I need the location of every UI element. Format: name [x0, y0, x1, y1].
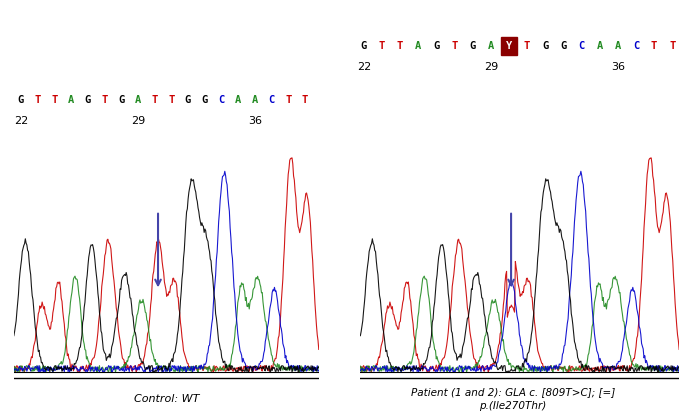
Text: A: A: [488, 41, 494, 51]
Text: G: G: [17, 95, 24, 105]
Text: T: T: [397, 41, 403, 51]
Text: Control: WT: Control: WT: [134, 394, 199, 404]
Text: T: T: [285, 95, 291, 105]
Text: T: T: [151, 95, 157, 105]
Text: G: G: [118, 95, 124, 105]
Text: G: G: [85, 95, 91, 105]
Text: T: T: [379, 41, 385, 51]
Text: A: A: [68, 95, 74, 105]
Text: C: C: [268, 95, 274, 105]
Text: A: A: [415, 41, 421, 51]
Text: T: T: [168, 95, 175, 105]
Text: A: A: [597, 41, 603, 51]
Text: A: A: [134, 95, 141, 105]
Text: 29: 29: [484, 62, 498, 72]
Text: 22: 22: [14, 116, 28, 126]
Text: G: G: [185, 95, 191, 105]
Text: T: T: [301, 95, 308, 105]
Text: T: T: [669, 41, 676, 51]
Text: G: G: [560, 41, 566, 51]
Text: T: T: [51, 95, 58, 105]
Text: G: G: [433, 41, 439, 51]
Text: T: T: [524, 41, 530, 51]
Text: T: T: [651, 41, 657, 51]
Text: G: G: [360, 41, 367, 51]
Text: C: C: [633, 41, 639, 51]
Text: A: A: [235, 95, 241, 105]
Text: A: A: [252, 95, 258, 105]
Text: 36: 36: [248, 116, 262, 126]
Text: 22: 22: [357, 62, 371, 72]
Text: C: C: [218, 95, 225, 105]
Text: 36: 36: [611, 62, 625, 72]
Text: T: T: [35, 95, 41, 105]
Text: T: T: [101, 95, 107, 105]
Text: A: A: [615, 41, 621, 51]
Text: 29: 29: [131, 116, 145, 126]
Text: G: G: [542, 41, 548, 51]
Text: C: C: [579, 41, 585, 51]
Text: Y: Y: [506, 41, 512, 51]
Text: T: T: [451, 41, 457, 51]
Text: G: G: [470, 41, 476, 51]
Text: G: G: [202, 95, 208, 105]
Text: Patient (1 and 2): GLA c. [809T>C]; [=]
p.(Ile270Thr): Patient (1 and 2): GLA c. [809T>C]; [=] …: [411, 387, 615, 411]
